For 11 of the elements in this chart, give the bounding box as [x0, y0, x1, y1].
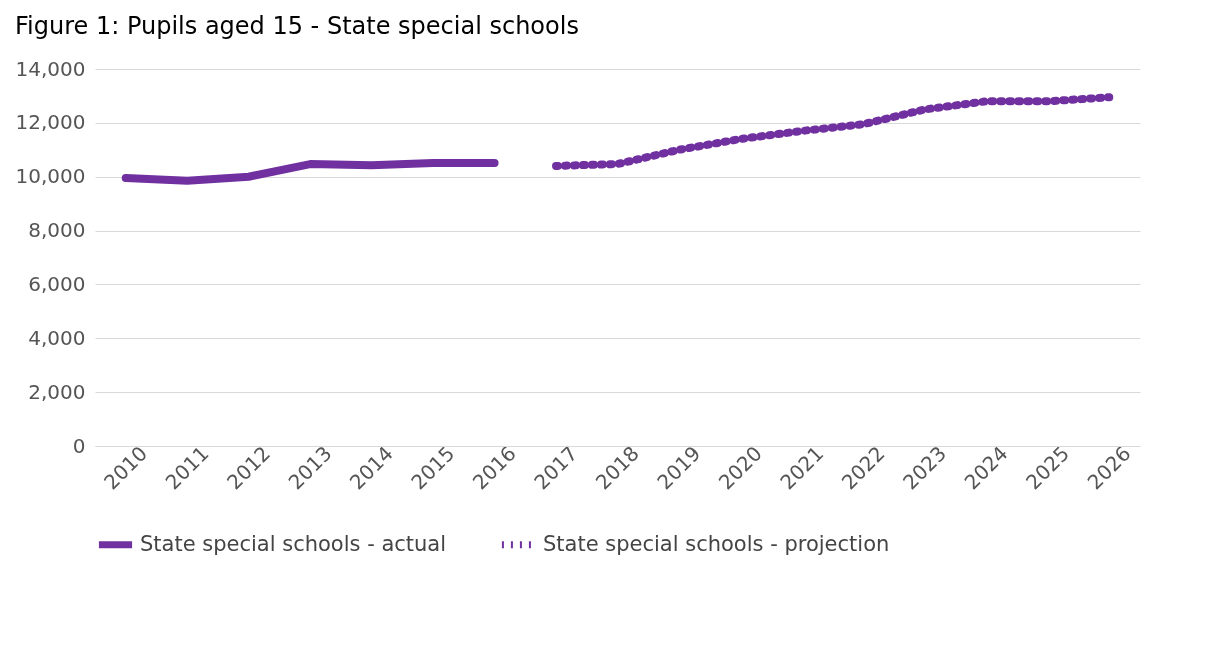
y-tick-label: 10,000: [15, 164, 86, 189]
y-tick-label: 2,000: [28, 379, 86, 404]
chart-title: Figure 1: Pupils aged 15 - State special schools: [15, 12, 579, 40]
y-tick-label: 8,000: [28, 218, 86, 243]
legend-label: State special schools - projection: [543, 531, 890, 556]
y-tick-label: 6,000: [28, 271, 86, 296]
y-tick-label: 12,000: [15, 110, 86, 135]
y-tick-label: 14,000: [15, 56, 86, 81]
y-tick-label: 0: [72, 433, 86, 458]
y-tick-label: 4,000: [28, 325, 86, 350]
legend-label: State special schools - actual: [140, 531, 447, 556]
